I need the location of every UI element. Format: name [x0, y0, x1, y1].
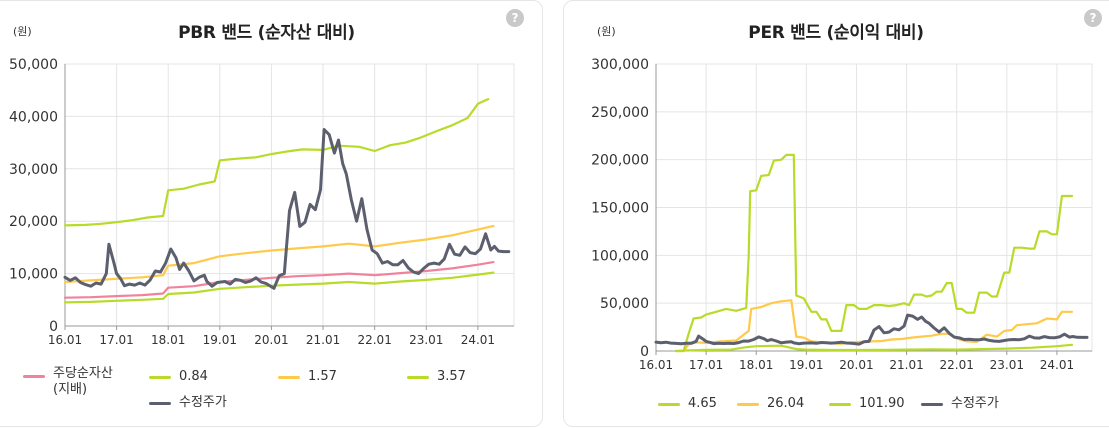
- legend-swatch: [829, 403, 851, 406]
- x-tick-label: 22.01: [940, 358, 974, 372]
- x-tick-label: 21.01: [306, 333, 340, 347]
- pbr-chart-title: PBR 밴드 (순자산 대비): [178, 23, 355, 43]
- legend-swatch: [149, 376, 171, 379]
- per-chart-title: PER 밴드 (순이익 대비): [748, 23, 924, 43]
- y-tick-label: 0: [640, 344, 649, 360]
- pbr-band-panel: PBR 밴드 (순자산 대비) ? (원) 0 10,000 20,000 30,00…: [0, 0, 543, 427]
- legend-label: 3.57: [437, 369, 466, 384]
- x-tick-label: 21.01: [889, 358, 923, 372]
- legend-label: 1.57: [308, 369, 337, 384]
- per-chart: 0 50,000 100,000 150,000 200,000 250,000 300,0…: [591, 57, 1093, 372]
- legend-label: 0.84: [179, 369, 208, 384]
- series-line-주당순자산-지배-[interactable]: [63, 261, 495, 299]
- series-line-4-65[interactable]: [674, 343, 1074, 353]
- y-tick-label: 100,000: [591, 248, 649, 264]
- legend-label: 주당순자산 (지배): [53, 366, 113, 397]
- x-tick-label: 16.01: [48, 333, 82, 347]
- legend-label: 26.04: [767, 396, 805, 411]
- x-tick-label: 17.01: [689, 358, 723, 372]
- x-tick-label: 18.01: [739, 358, 773, 372]
- x-tick-label: 20.01: [839, 358, 873, 372]
- y-tick-label: 50,000: [600, 296, 649, 312]
- series-line-수정주가[interactable]: [63, 128, 511, 290]
- legend-label: 수정주가: [179, 395, 227, 410]
- series-line-1-57[interactable]: [63, 224, 495, 284]
- help-icon[interactable]: ?: [1084, 9, 1102, 27]
- x-tick-label: 24.01: [1040, 358, 1074, 372]
- legend-label: 수정주가: [951, 396, 999, 411]
- legend-label: 101.90: [859, 396, 905, 411]
- x-tick-label: 17.01: [99, 333, 133, 347]
- y-tick-label: 250,000: [591, 105, 649, 121]
- y-tick-label: 150,000: [591, 201, 649, 217]
- legend-swatch: [921, 403, 943, 406]
- series-line-수정주가[interactable]: [654, 313, 1089, 346]
- legend-label: 4.65: [688, 396, 717, 411]
- x-tick-label: 23.01: [990, 358, 1024, 372]
- x-tick-label: 19.01: [789, 358, 823, 372]
- pbr-chart: 0 10,000 20,000 30,000 40,000 50,000 16.01 17.0…: [9, 57, 515, 347]
- x-tick-label: 24.01: [461, 333, 495, 347]
- y-tick-label: 40,000: [9, 109, 58, 125]
- y-tick-label: 20,000: [9, 214, 58, 230]
- pbr-y-unit: (원): [13, 25, 32, 38]
- x-tick-label: 19.01: [203, 333, 237, 347]
- y-tick-label: 200,000: [591, 153, 649, 169]
- series-line-26-04[interactable]: [674, 299, 1074, 353]
- per-y-unit: (원): [597, 25, 616, 38]
- y-tick-label: 300,000: [591, 57, 649, 73]
- legend-swatch: [658, 403, 680, 406]
- y-tick-label: 10,000: [9, 267, 58, 283]
- legend-swatch: [23, 375, 45, 378]
- plot-frame: [64, 63, 515, 327]
- x-tick-label: 18.01: [151, 333, 185, 347]
- per-band-panel: PER 밴드 (순이익 대비) ? (원) 0 50,000 100,000 150,…: [563, 0, 1109, 427]
- legend-swatch: [149, 402, 171, 405]
- y-tick-label: 0: [49, 319, 58, 335]
- x-tick-label: 23.01: [409, 333, 443, 347]
- y-tick-label: 50,000: [9, 57, 58, 73]
- legend-swatch: [407, 376, 429, 379]
- x-tick-label: 16.01: [639, 358, 673, 372]
- legend-swatch: [278, 376, 300, 379]
- x-tick-label: 22.01: [357, 333, 391, 347]
- help-icon[interactable]: ?: [506, 9, 524, 27]
- series-line-3-57[interactable]: [63, 98, 490, 227]
- y-tick-label: 30,000: [9, 162, 58, 178]
- legend-swatch: [737, 403, 759, 406]
- series-line-101-90[interactable]: [674, 153, 1074, 353]
- x-tick-label: 20.01: [254, 333, 288, 347]
